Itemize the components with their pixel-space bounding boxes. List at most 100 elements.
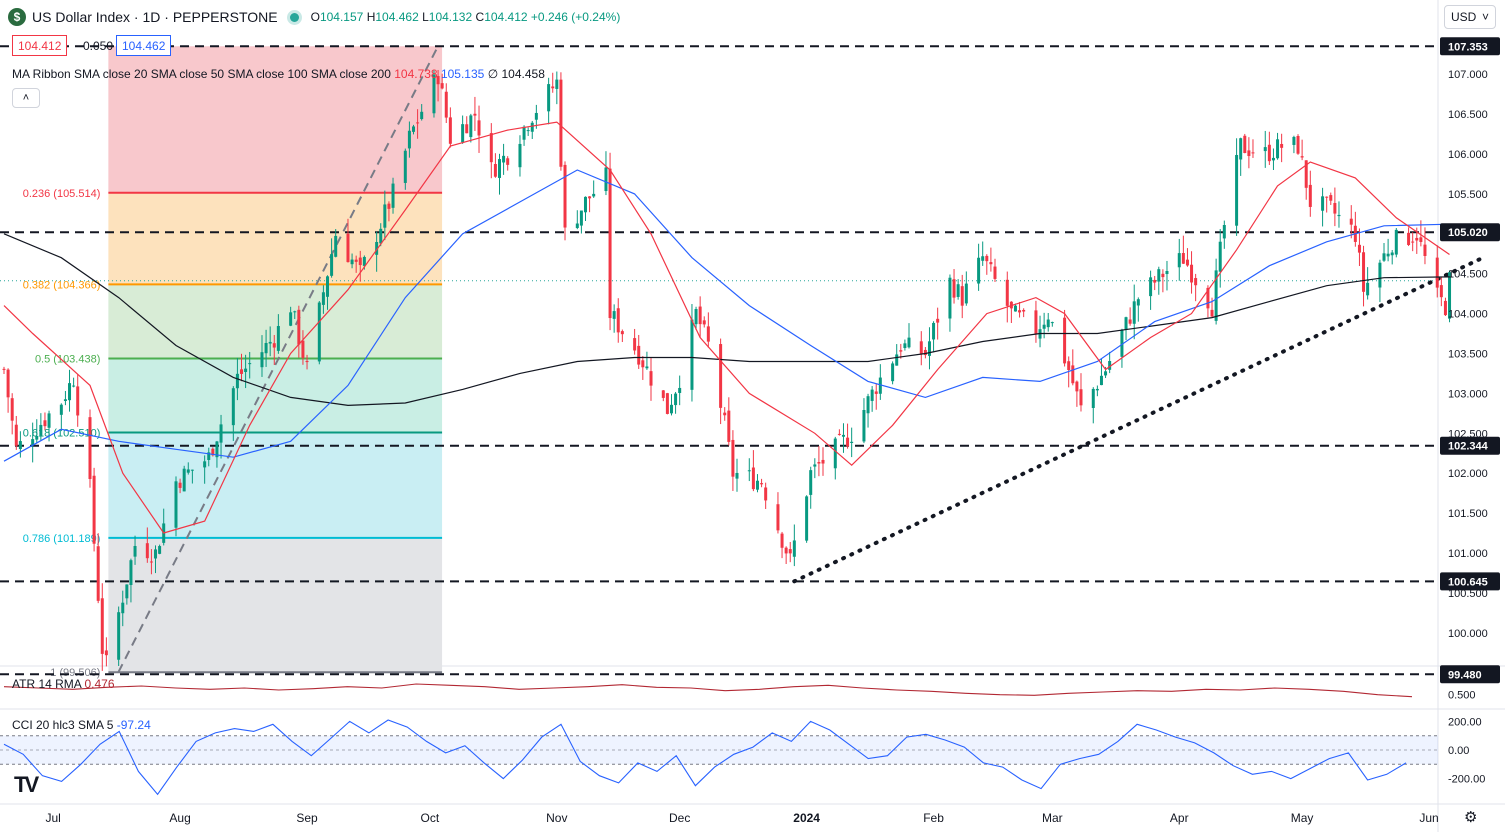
candle-body <box>391 183 395 208</box>
candle-body <box>248 363 252 365</box>
atr-legend[interactable]: ATR 14 RMA 0.476 <box>12 677 115 691</box>
chevron-down-icon: ˅ <box>1481 10 1489 24</box>
candle-body <box>489 133 493 163</box>
candle-body <box>907 337 911 348</box>
cci-legend[interactable]: CCI 20 hlc3 SMA 5 -97.24 <box>12 718 151 732</box>
time-axis: Jul Aug Sep Oct Nov Dec 2024 Feb Mar Apr May Jun <box>45 811 1438 825</box>
candle-body <box>633 338 637 351</box>
candle-body <box>1280 143 1284 148</box>
candle-body <box>1251 152 1255 154</box>
candle-body <box>1357 244 1361 253</box>
candle-body <box>154 549 158 559</box>
candle-body <box>1378 262 1382 288</box>
price-axis-label: 106.500 <box>1448 109 1488 121</box>
candle-body <box>497 159 501 178</box>
candle-body <box>461 124 465 143</box>
candle-body <box>375 241 379 255</box>
candle-body <box>792 540 796 557</box>
candle-body <box>690 319 694 390</box>
atr-value: 0.476 <box>84 677 115 691</box>
candle-body <box>1136 299 1140 306</box>
candle-body <box>956 284 960 297</box>
candle-body <box>641 360 645 368</box>
level-price-tag <box>1440 223 1500 242</box>
candle-body <box>1321 196 1325 211</box>
candle-body <box>1128 319 1132 324</box>
candle-body <box>272 343 276 348</box>
candle-body <box>702 320 706 325</box>
cci-band <box>0 735 1438 765</box>
candle-body <box>133 545 137 557</box>
fib-zone <box>108 192 443 285</box>
fib-zone <box>108 432 443 538</box>
candle-body <box>903 343 907 349</box>
currency-selector[interactable]: USD ˅ <box>1444 5 1496 29</box>
candle-body <box>1042 324 1046 329</box>
sma20-line <box>3 121 1450 534</box>
candle-body <box>1415 237 1419 241</box>
candle-body <box>563 164 567 228</box>
cci-value: -97.24 <box>116 718 151 732</box>
candle-body <box>326 276 330 297</box>
candle-body <box>534 112 538 120</box>
candle-body <box>780 533 784 548</box>
candle-body <box>923 349 927 356</box>
candle-body <box>289 312 293 326</box>
candle-body <box>403 150 407 183</box>
price-axis-label: 104.500 <box>1448 269 1488 281</box>
candle-body <box>39 424 43 436</box>
candle-body <box>379 228 383 244</box>
candle-body <box>837 433 841 435</box>
tradingview-logo[interactable]: TV <box>14 772 39 797</box>
currency-label: USD <box>1451 10 1477 24</box>
time-axis-label: Feb <box>923 811 944 825</box>
candle-body <box>805 496 809 541</box>
price-axis-label: 101.000 <box>1448 548 1488 560</box>
candle-body <box>231 388 235 426</box>
level-price-tag-label: 100.645 <box>1448 576 1488 588</box>
candle-body <box>1153 279 1157 283</box>
candle-body <box>989 262 993 265</box>
bid-price-box[interactable]: 104.412 <box>12 35 68 56</box>
candle-body <box>645 366 649 369</box>
spread-value: 0.050 <box>83 38 114 53</box>
candle-body <box>698 306 702 325</box>
candle-body <box>1013 305 1017 312</box>
candle-body <box>1243 135 1247 154</box>
candle-body <box>346 233 350 263</box>
candle-body <box>104 650 108 656</box>
price-axis-label: 106.000 <box>1448 149 1488 161</box>
cci-axis-label: 0.00 <box>1448 745 1469 757</box>
gear-icon[interactable]: ⚙ <box>1464 809 1478 826</box>
candle-body <box>575 223 579 228</box>
candle-body <box>526 130 530 132</box>
candle-body <box>1214 270 1218 321</box>
candle-body <box>2 368 6 370</box>
ask-price-box[interactable]: 104.462 <box>116 35 172 56</box>
price-axis-label: 102.000 <box>1448 468 1488 480</box>
candle-body <box>305 360 309 363</box>
fibonacci-retracement: 0.236 (105.514) 0.382 (104.366) 0.5 (103.4… <box>23 46 443 679</box>
price-axis-label: 105.500 <box>1448 189 1488 201</box>
candle-body <box>547 84 551 112</box>
candle-body <box>100 598 104 654</box>
candle-body <box>31 439 35 446</box>
fib-level-label: 0.786 (101.189) <box>23 533 101 545</box>
candle-body <box>477 120 481 136</box>
candle-body <box>719 344 723 408</box>
candle-body <box>1394 229 1398 255</box>
candle-body <box>616 308 620 333</box>
time-axis-label: 2024 <box>793 811 820 825</box>
candle-body <box>1190 264 1194 283</box>
sma200-value: 104.458 <box>501 67 545 81</box>
symbol-title[interactable]: US Dollar Index · 1D · PEPPERSTONE <box>32 9 278 25</box>
fib-swing-line <box>117 45 439 673</box>
candle-body <box>604 167 608 192</box>
candle-body <box>96 546 100 601</box>
candle-body <box>608 168 612 319</box>
ma-ribbon-legend[interactable]: MA Ribbon SMA close 20 SMA close 50 SMA … <box>12 67 545 81</box>
candle-body <box>72 385 76 387</box>
collapse-legend-button[interactable]: ˄ <box>12 88 40 108</box>
